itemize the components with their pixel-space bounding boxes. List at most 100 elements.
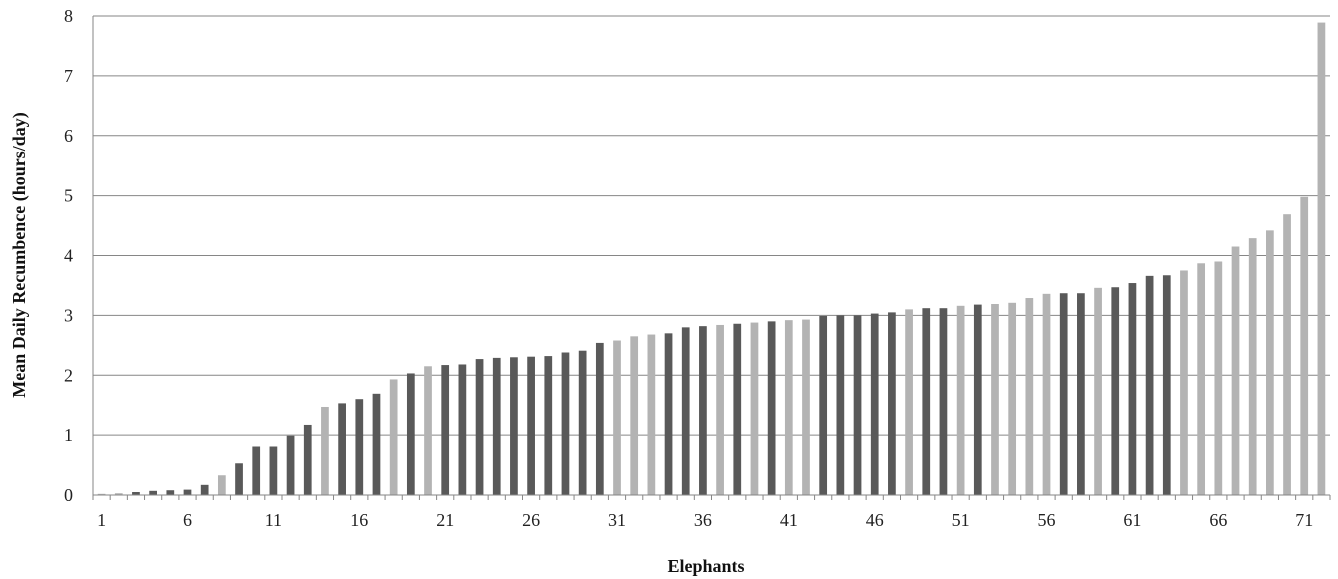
axes <box>92 16 1331 500</box>
y-tick-label: 0 <box>64 485 73 505</box>
x-tick-label: 6 <box>183 510 192 530</box>
y-tick-label: 6 <box>64 126 73 146</box>
bar <box>424 366 432 495</box>
bar <box>510 357 518 495</box>
x-tick-label: 16 <box>350 510 368 530</box>
bars <box>97 22 1326 496</box>
bar <box>372 393 381 495</box>
bar <box>97 493 106 495</box>
bar <box>578 350 587 495</box>
bar <box>767 321 776 495</box>
bar <box>905 309 913 495</box>
bar <box>716 324 724 495</box>
bar <box>1180 270 1188 495</box>
bar <box>836 315 845 495</box>
bar <box>819 315 828 495</box>
bar <box>200 484 209 495</box>
bar <box>733 323 742 495</box>
bar <box>252 446 261 495</box>
bar <box>973 304 982 495</box>
bar <box>149 490 157 495</box>
bar <box>1162 275 1171 495</box>
x-tick-label: 11 <box>265 510 282 530</box>
bar <box>492 357 501 495</box>
bar <box>1025 298 1034 495</box>
bar <box>802 319 810 495</box>
bar <box>870 313 879 495</box>
bar <box>1231 246 1240 495</box>
bar <box>681 327 690 495</box>
bar <box>630 336 639 495</box>
bar <box>132 492 140 495</box>
bar <box>613 340 621 495</box>
x-tick-label: 66 <box>1209 510 1227 530</box>
bar <box>1283 214 1291 495</box>
x-tick-label: 41 <box>780 510 798 530</box>
bar <box>1008 302 1017 495</box>
bar <box>956 305 965 495</box>
x-tick-label: 61 <box>1123 510 1141 530</box>
bar <box>406 373 415 495</box>
x-tick-label: 46 <box>866 510 884 530</box>
bar <box>561 352 570 495</box>
y-tick-label: 2 <box>64 365 73 385</box>
x-tick-label: 21 <box>436 510 454 530</box>
bar <box>166 490 175 495</box>
x-tick-label: 51 <box>952 510 970 530</box>
bar <box>303 424 312 495</box>
bar <box>1094 287 1102 495</box>
y-tick-label: 7 <box>64 66 73 86</box>
bar <box>1266 230 1274 496</box>
bar <box>389 379 398 495</box>
bar <box>1128 283 1137 495</box>
y-axis-label: Mean Daily Recumbence (hours/day) <box>9 112 30 397</box>
bar <box>1042 293 1051 495</box>
bar <box>647 334 656 495</box>
x-axis-label: Elephants <box>667 556 744 576</box>
bar <box>939 308 948 495</box>
x-tick-labels: 1 6 11 16 21 26 31 36 41 46 51 56 61 66 71 <box>97 510 1313 530</box>
bar <box>183 489 192 495</box>
y-tick-label: 3 <box>64 305 73 325</box>
bar <box>458 364 467 495</box>
bar <box>784 320 793 495</box>
bar <box>1059 293 1068 495</box>
x-tick-label: 31 <box>608 510 626 530</box>
bar <box>595 342 604 495</box>
bar <box>1300 196 1309 495</box>
bar <box>286 435 295 495</box>
y-tick-label: 5 <box>64 186 73 206</box>
y-tick-labels: 0 1 2 3 4 5 6 7 8 <box>64 6 73 505</box>
bar <box>922 308 931 495</box>
bar <box>217 475 226 495</box>
bar <box>664 333 673 495</box>
bar <box>1145 275 1154 495</box>
y-tick-label: 1 <box>64 425 73 445</box>
bar <box>355 399 364 495</box>
bar <box>269 446 278 495</box>
bar <box>338 403 346 495</box>
grid-lines <box>93 15 1330 436</box>
bar <box>699 326 707 495</box>
bar <box>544 356 553 495</box>
bar <box>475 359 484 495</box>
bar <box>853 315 862 495</box>
x-tick-label: 56 <box>1038 510 1056 530</box>
x-tick-label: 36 <box>694 510 712 530</box>
bar <box>1248 238 1257 496</box>
y-tick-label: 8 <box>64 6 73 26</box>
bar <box>1197 263 1206 495</box>
bar <box>1077 293 1085 495</box>
bar <box>888 312 896 495</box>
x-tick-label: 26 <box>522 510 540 530</box>
y-tick-label: 4 <box>64 246 73 266</box>
bar <box>1317 22 1326 496</box>
bar <box>114 493 123 495</box>
bar <box>750 322 759 495</box>
x-tick-label: 71 <box>1295 510 1313 530</box>
bar <box>527 356 535 495</box>
bar <box>321 406 329 495</box>
bar <box>441 365 450 495</box>
bar <box>1214 261 1223 495</box>
